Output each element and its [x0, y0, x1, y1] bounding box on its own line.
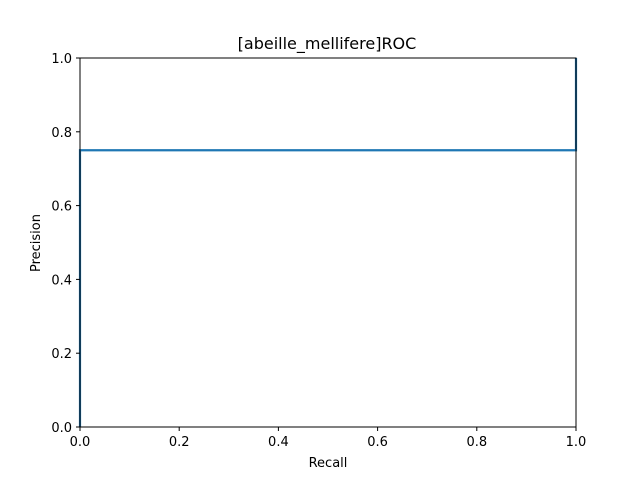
x-tick-label-1: 0.2 — [169, 435, 190, 450]
x-axis-label: Recall — [309, 456, 348, 471]
x-tick-label-5: 1.0 — [566, 435, 587, 450]
y-tick-label-5: 1.0 — [51, 52, 72, 67]
plot-area: 0.0 0.2 0.4 0.6 0.8 1.0 0.0 0.2 0.4 0.6 0.8 1.0 — [51, 52, 586, 450]
axes-frame — [79, 57, 577, 428]
x-tick-label-3: 0.6 — [367, 435, 388, 450]
chart-title: [abeille_mellifere]ROC — [238, 34, 417, 54]
series-line-0 — [78, 58, 578, 427]
x-tick-label-0: 0.0 — [70, 435, 91, 450]
y-tick-label-4: 0.8 — [51, 126, 72, 141]
y-tick-label-2: 0.4 — [51, 273, 72, 288]
y-tick-label-1: 0.2 — [51, 347, 72, 362]
y-tick-label-0: 0.0 — [51, 421, 72, 436]
y-axis-label: Precision — [29, 214, 44, 272]
x-tick-label-4: 0.8 — [466, 435, 487, 450]
y-tick-label-3: 0.6 — [51, 200, 72, 215]
x-tick-label-2: 0.4 — [268, 435, 289, 450]
